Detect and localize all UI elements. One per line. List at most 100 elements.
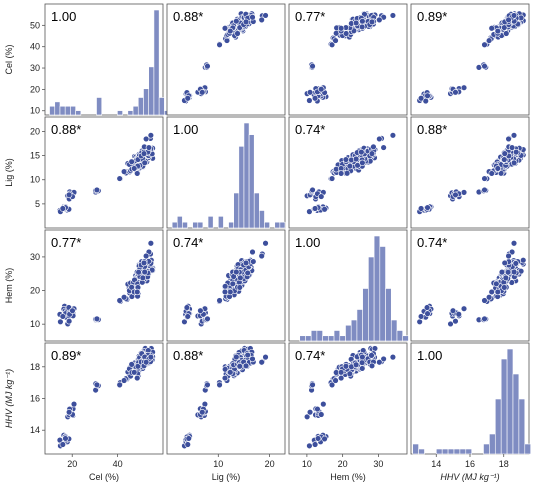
histogram-bar [494,398,502,455]
histogram-bar [328,335,335,342]
scatter-point [197,307,204,314]
scatter-point [311,95,319,102]
scatter-point [368,150,376,157]
scatter-point [389,12,397,19]
x-tick-label: 14 [431,459,441,469]
scatter-point [337,170,345,177]
scatter-point [423,304,431,311]
scatter-point [380,144,387,151]
scatter-point [216,41,223,48]
histogram-bar [483,443,490,455]
scatter-point [485,294,493,301]
panel-hhv-hhv: 1.00 [410,342,531,455]
scatter-point [120,294,128,301]
scatter-point [449,307,457,314]
scatter-point [494,27,502,35]
scatter-point [352,155,360,163]
scatter-point [510,132,518,139]
scatter-point [481,315,488,323]
y-tick-label: 10 [30,175,40,185]
panel-hem-lig: 0.74* [166,229,286,342]
scatter-point [62,435,69,442]
scatter-point [131,165,138,172]
scatter-point [481,41,488,48]
scatter-point [306,442,313,450]
histogram-bar [489,433,496,455]
scatter-point [258,252,265,260]
histogram-bar [512,373,520,455]
histogram-bar [192,221,199,229]
x-tick-label: 20 [265,459,275,469]
y-tick-label: 30 [30,252,40,262]
y-axis-label: Hem (%) [4,268,14,304]
panel-lig-cel: 0.88* [44,116,164,229]
scatter-point [481,186,488,194]
histogram-bar [117,110,123,116]
scatter-point [204,62,211,70]
histogram-bar [453,448,461,455]
scatter-point [140,259,148,267]
scatter-point [332,37,339,44]
scatter-point [342,363,350,370]
scatter-point [237,274,244,282]
scatter-point [520,256,527,264]
scatter-point [501,259,508,267]
scatter-point [142,252,150,260]
scatter-point [321,435,328,443]
histogram-bar [459,448,467,455]
panel-frame [166,116,286,229]
histogram-bar [197,221,204,229]
scatter-point [227,288,234,296]
histogram-bar [412,443,419,455]
y-tick-label: 20 [30,84,40,94]
scatter-point [221,25,229,32]
histogram-bar [390,319,398,342]
scatter-point [59,205,67,212]
scatter-point [455,311,462,318]
scatter-point [368,352,375,359]
scatter-point [494,288,502,296]
y-tick-label: 20 [30,286,40,296]
scatter-point [184,313,191,320]
scatter-point [510,159,518,166]
scatter-point [142,135,150,143]
scatter-point [452,317,459,325]
scatter-point [128,158,135,165]
histogram-bar [127,110,134,116]
x-axis-label: Cel (%) [89,472,119,482]
y-tick-label: 18 [30,362,40,372]
y-tick-label: 10 [30,106,40,116]
histogram-bar [182,221,188,229]
scatter-point [141,159,148,166]
histogram-bar [500,358,508,455]
scatter-point [358,23,366,31]
scatter-point [337,369,345,376]
scatter-point [221,288,229,296]
scatter-point [343,170,351,177]
scatter-point [346,162,354,170]
scatter-point [417,313,425,320]
scatter-point [368,362,376,370]
scatter-point [488,25,495,32]
x-tick-label: 40 [113,459,123,469]
correlation-label: 1.00 [295,235,320,250]
scatter-point [249,248,256,256]
scatter-point [314,435,322,442]
y-axis-label: HHV (MJ kg⁻¹) [4,369,14,428]
x-tick-label: 16 [465,459,475,469]
scatter-point [59,313,67,320]
scatter-point [376,135,383,143]
scatter-point [309,381,316,389]
scatter-point [505,135,512,143]
scatter-point [352,19,360,27]
scatter-point [389,353,397,361]
scatter-point [368,18,376,26]
scatter-point [147,353,155,361]
scatter-point [93,381,101,389]
scatter-point [337,25,345,32]
histogram-bar [153,9,160,116]
scatter-point [221,366,229,373]
scatter-point [376,359,383,366]
scatter-point [204,381,211,389]
